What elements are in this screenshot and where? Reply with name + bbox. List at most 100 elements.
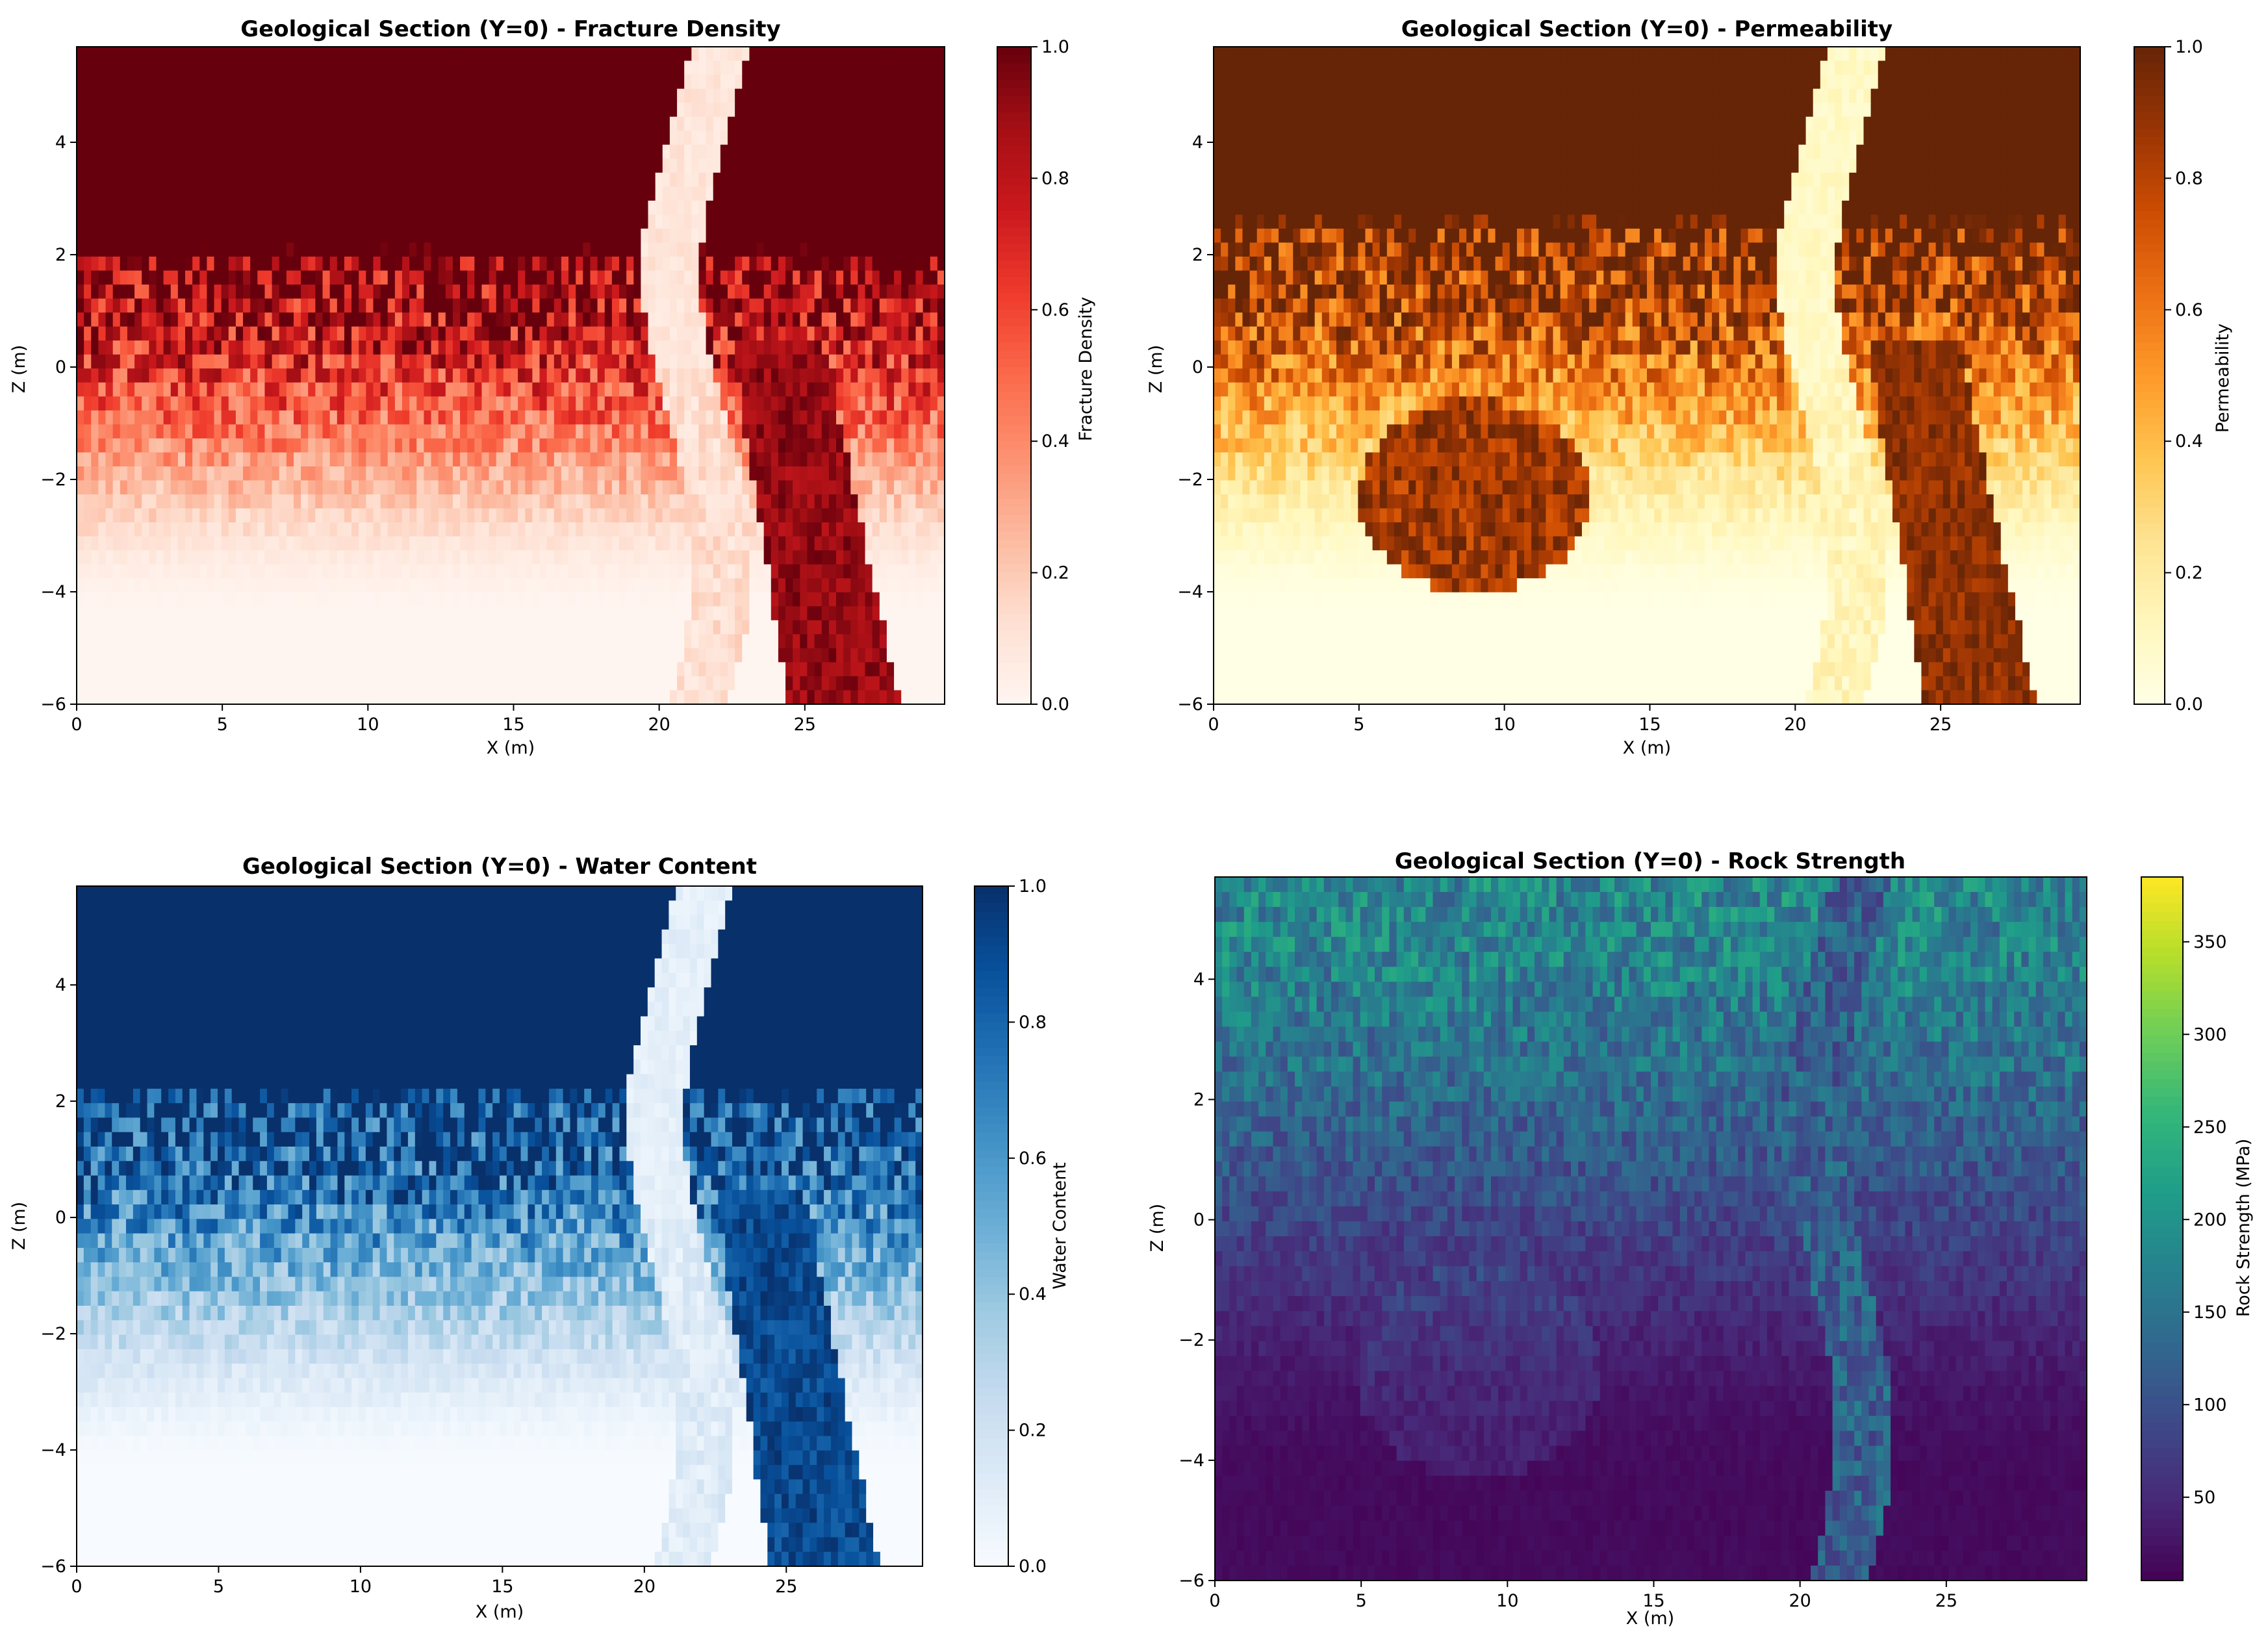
heatmap-cell bbox=[301, 228, 309, 244]
heatmap-cell bbox=[713, 116, 721, 131]
heatmap-cell bbox=[532, 326, 541, 341]
heatmap-cell bbox=[409, 578, 417, 593]
heatmap-cell bbox=[467, 326, 475, 341]
heatmap-cell bbox=[214, 326, 222, 341]
heatmap-cell bbox=[199, 564, 207, 579]
heatmap-cell bbox=[511, 438, 518, 453]
heatmap-cell bbox=[424, 452, 432, 467]
heatmap-cell bbox=[452, 214, 461, 229]
heatmap-cell bbox=[669, 75, 678, 90]
heatmap-cell bbox=[344, 578, 352, 593]
heatmap-cell bbox=[807, 578, 815, 593]
heatmap-cell bbox=[641, 326, 649, 341]
heatmap-cell bbox=[583, 131, 591, 146]
heatmap-cell bbox=[691, 606, 700, 621]
heatmap-cell bbox=[264, 410, 273, 425]
heatmap-cell bbox=[511, 200, 518, 215]
heatmap-cell bbox=[387, 564, 396, 579]
heatmap-cell bbox=[221, 159, 229, 173]
heatmap-cell bbox=[460, 564, 468, 579]
heatmap-cell bbox=[669, 60, 678, 75]
heatmap-cell bbox=[460, 410, 468, 425]
heatmap-cell bbox=[149, 494, 157, 509]
heatmap-cell bbox=[915, 480, 924, 495]
heatmap-cell bbox=[865, 60, 873, 75]
heatmap-cell bbox=[763, 103, 772, 118]
heatmap-cell bbox=[850, 368, 858, 383]
heatmap-cell bbox=[669, 494, 678, 509]
heatmap-cell bbox=[142, 131, 149, 146]
heatmap-cell bbox=[366, 75, 374, 90]
heatmap-cell bbox=[706, 214, 714, 229]
heatmap-cell bbox=[279, 536, 287, 551]
heatmap-cell bbox=[481, 186, 490, 201]
heatmap-cell bbox=[402, 466, 410, 481]
heatmap-cell bbox=[923, 326, 931, 341]
heatmap-cell bbox=[590, 242, 598, 257]
heatmap-cell bbox=[828, 382, 837, 397]
heatmap-cell bbox=[886, 410, 895, 425]
heatmap-cell bbox=[452, 424, 461, 439]
heatmap-cell bbox=[221, 592, 229, 607]
heatmap-cell bbox=[315, 522, 324, 537]
heatmap-cell bbox=[937, 214, 945, 229]
heatmap-cell bbox=[539, 410, 548, 425]
heatmap-cell bbox=[648, 285, 656, 299]
heatmap-cell bbox=[568, 620, 576, 635]
heatmap-cell bbox=[359, 494, 366, 509]
heatmap-cell bbox=[445, 60, 453, 75]
heatmap-cell bbox=[619, 606, 627, 621]
heatmap-cell bbox=[98, 494, 107, 509]
heatmap-cell bbox=[894, 396, 902, 411]
heatmap-cell bbox=[576, 550, 583, 565]
heatmap-cell bbox=[865, 214, 873, 229]
heatmap-cell bbox=[228, 578, 236, 593]
heatmap-cell bbox=[91, 410, 99, 425]
heatmap-cell bbox=[257, 592, 266, 607]
heatmap-cell bbox=[561, 228, 569, 244]
heatmap-cell bbox=[923, 103, 931, 118]
heatmap-cell bbox=[590, 298, 598, 313]
heatmap-cell bbox=[394, 452, 403, 467]
heatmap-cell bbox=[380, 480, 389, 495]
heatmap-cell bbox=[677, 326, 685, 341]
heatmap-cell bbox=[294, 494, 301, 509]
heatmap-cell bbox=[250, 256, 258, 272]
heatmap-cell bbox=[908, 172, 917, 187]
heatmap-cell bbox=[250, 88, 258, 103]
heatmap-cell bbox=[474, 508, 483, 523]
heatmap-cell bbox=[583, 103, 591, 118]
heatmap-cell bbox=[207, 285, 215, 299]
heatmap-cell bbox=[98, 508, 107, 523]
heatmap-cell bbox=[351, 424, 359, 439]
heatmap-cell bbox=[250, 354, 258, 369]
heatmap-cell bbox=[915, 200, 924, 215]
heatmap-cell bbox=[120, 312, 128, 327]
heatmap-cell bbox=[416, 522, 424, 537]
heatmap-cell bbox=[199, 480, 207, 495]
heatmap-cell bbox=[814, 200, 822, 215]
heatmap-cell bbox=[619, 480, 627, 495]
heatmap-cell bbox=[243, 438, 251, 453]
heatmap-cell bbox=[908, 116, 917, 131]
heatmap-cell bbox=[228, 508, 236, 523]
heatmap-cell bbox=[611, 522, 620, 537]
heatmap-cell bbox=[322, 508, 331, 523]
heatmap-cell bbox=[474, 228, 483, 244]
heatmap-cell bbox=[84, 312, 92, 327]
heatmap-cell bbox=[84, 186, 92, 201]
heatmap-cell bbox=[626, 410, 634, 425]
heatmap-cell bbox=[611, 47, 620, 62]
heatmap-cell bbox=[235, 508, 244, 523]
heatmap-cell bbox=[525, 88, 533, 103]
heatmap-cell bbox=[713, 606, 721, 621]
heatmap-cell bbox=[785, 494, 793, 509]
heatmap-cell bbox=[554, 494, 562, 509]
heatmap-cell bbox=[763, 298, 772, 313]
heatmap-cell bbox=[561, 270, 569, 285]
heatmap-cell bbox=[235, 438, 244, 453]
heatmap-cell bbox=[192, 564, 200, 579]
heatmap-cell bbox=[221, 606, 229, 621]
heatmap-cell bbox=[518, 396, 526, 411]
heatmap-cell bbox=[872, 340, 880, 355]
